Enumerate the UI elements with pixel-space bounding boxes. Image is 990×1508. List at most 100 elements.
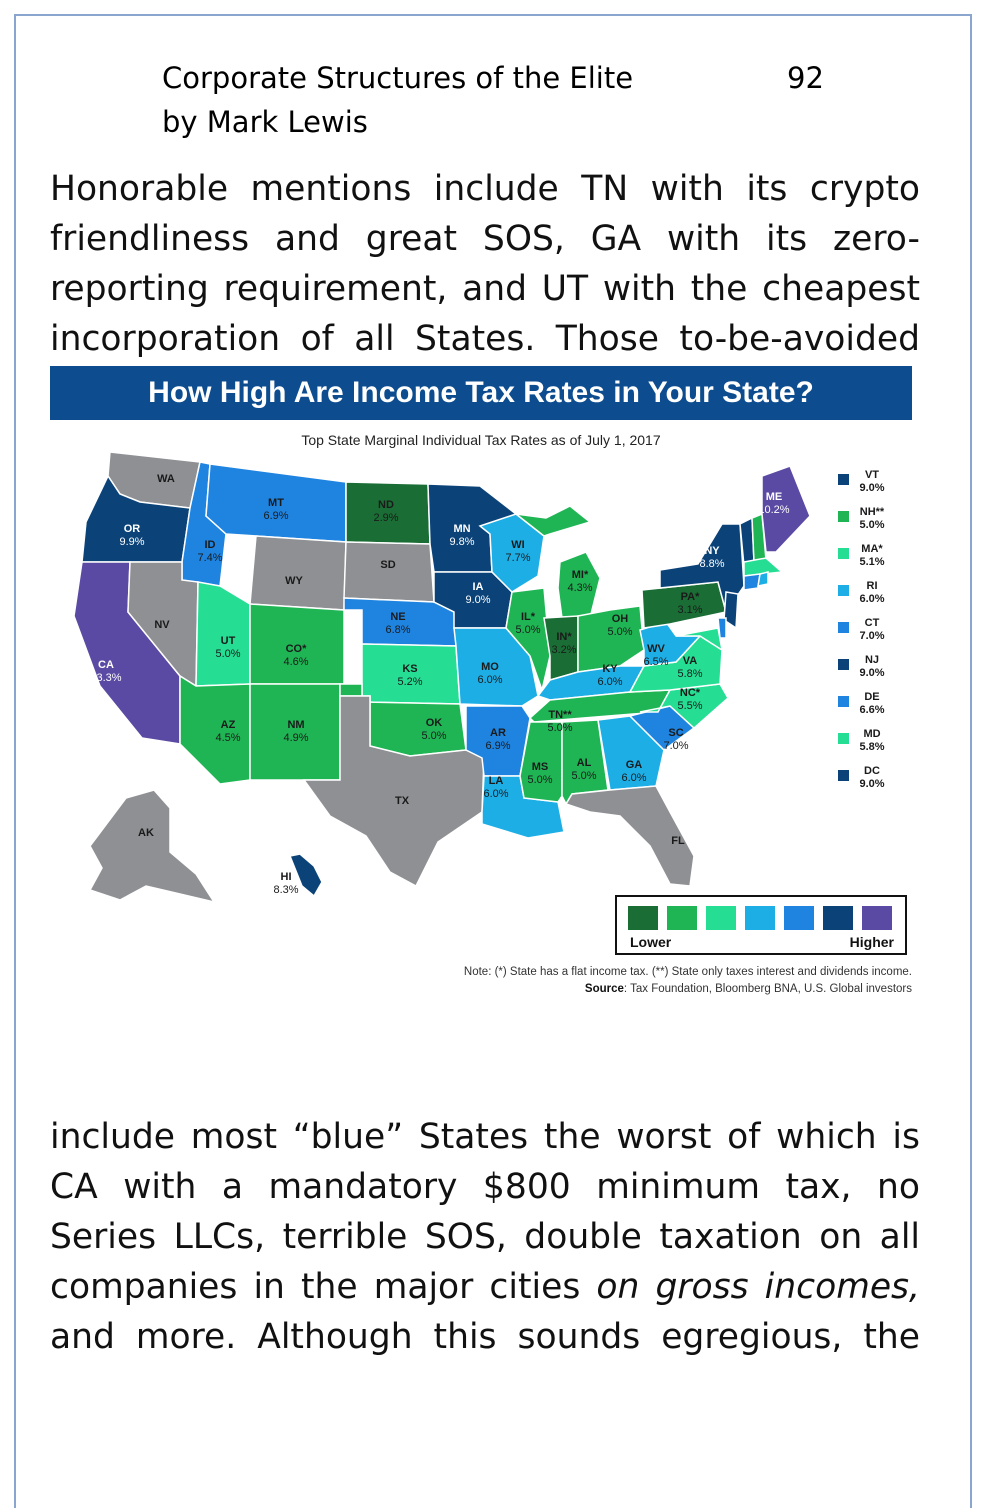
state-abbr-WY: WY (285, 575, 303, 587)
state-UT (195, 581, 251, 687)
legend-swatch (838, 696, 849, 707)
state-abbr-MT: MT (268, 497, 284, 509)
state-rate-KS: 5.2% (397, 676, 422, 688)
state-TX (302, 695, 485, 888)
scale-swatch (745, 906, 775, 930)
state-rate-WI: 7.7% (505, 552, 530, 564)
legend-swatch (838, 733, 849, 744)
state-rate-MI: 4.3% (567, 582, 592, 594)
state-abbr-NC: NC* (680, 687, 701, 699)
tax-rate-map-figure: How High Are Income Tax Rates in Your St… (50, 366, 912, 1006)
state-rate-GA: 6.0% (621, 772, 646, 784)
state-abbr-NV: NV (154, 619, 170, 631)
scale-swatch (706, 906, 736, 930)
state-rate-WV: 6.5% (643, 656, 668, 668)
text-line: Series LLCs, terrible SOS, double taxati… (50, 1217, 920, 1257)
state-abbr-VA: VA (683, 655, 698, 667)
state-ME (761, 465, 811, 553)
state-AK (88, 789, 216, 904)
state-abbr-CO: CO* (286, 643, 308, 655)
state-abbr-KY: KY (602, 663, 618, 675)
state-rate-NY: 8.8% (699, 558, 724, 570)
text-line: incorporation of all States. Those to-be… (50, 319, 920, 359)
legend-state-rate: 5.0% (859, 519, 884, 531)
legend-swatch (838, 770, 849, 781)
text-line: companies in the major cities on gross i… (50, 1262, 920, 1312)
legend-state-rate: 7.0% (859, 630, 884, 642)
state-WY (249, 535, 347, 611)
legend-state-rate: 9.0% (859, 482, 884, 494)
text-line: friendliness and great SOS, GA with its … (50, 219, 920, 259)
state-rate-ID: 7.4% (197, 552, 222, 564)
state-abbr-NY: NY (704, 545, 720, 557)
state-rate-ME: 10.2% (758, 504, 789, 516)
state-HI (288, 853, 323, 898)
state-MIU (513, 505, 592, 537)
state-rate-MT: 6.9% (263, 510, 288, 522)
scale-swatch (628, 906, 658, 930)
figure-subtitle: Top State Marginal Individual Tax Rates … (301, 432, 661, 448)
legend-swatch (838, 659, 849, 670)
state-SD (343, 541, 435, 603)
state-abbr-MN: MN (453, 523, 470, 535)
legend-state-rate: 5.1% (859, 556, 884, 568)
state-CT (743, 573, 761, 591)
state-rate-NC: 5.5% (677, 700, 702, 712)
state-rate-VA: 5.8% (677, 668, 702, 680)
state-rate-IL: 5.0% (515, 624, 540, 636)
state-abbr-SC: SC (668, 727, 683, 739)
state-RI (757, 571, 769, 587)
state-rate-CA: 13.3% (90, 672, 121, 684)
scale-label-higher: Higher (850, 934, 895, 950)
state-rate-OR: 9.9% (119, 536, 144, 548)
state-rate-ND: 2.9% (373, 512, 398, 524)
state-abbr-NE: NE (390, 611, 405, 623)
state-MA (743, 557, 784, 577)
state-abbr-CA: CA (98, 659, 114, 671)
legend-state-abbr: NJ (865, 654, 879, 666)
state-NC (639, 683, 729, 730)
state-abbr-OR: OR (124, 523, 141, 535)
state-rate-TN: 5.0% (547, 722, 572, 734)
state-DE (717, 617, 727, 639)
scale-swatch (823, 906, 853, 930)
paragraph-top: Honorable mentions include TN with its c… (50, 164, 920, 364)
legend-state-rate: 9.0% (859, 778, 884, 790)
text-line: CA with a mandatory $800 minimum tax, no (50, 1167, 920, 1207)
text-line: Honorable mentions include TN with its c… (50, 169, 920, 209)
page-number: 92 (787, 61, 824, 95)
legend-state-rate: 5.8% (859, 741, 884, 753)
legend-swatch (838, 622, 849, 633)
source-text: : Tax Foundation, Bloomberg BNA, U.S. Gl… (623, 983, 912, 995)
state-rate-OH: 5.0% (607, 626, 632, 638)
state-abbr-WA: WA (157, 473, 175, 485)
legend-state-abbr: DE (864, 691, 879, 703)
state-rate-CO: 4.6% (283, 656, 308, 668)
state-rate-NM: 4.9% (283, 732, 308, 744)
state-FL (564, 785, 695, 887)
legend-swatch (838, 585, 849, 596)
state-rate-IA: 9.0% (465, 594, 490, 606)
state-abbr-UT: UT (221, 635, 236, 647)
state-abbr-OK: OK (426, 717, 443, 729)
legend-state-rate: 6.0% (859, 593, 884, 605)
state-abbr-MO: MO (481, 661, 499, 673)
state-abbr-ND: ND (378, 499, 394, 511)
source-line: Source: Tax Foundation, Bloomberg BNA, U… (50, 981, 912, 998)
state-MD (675, 627, 724, 652)
state-abbr-AZ: AZ (221, 719, 236, 731)
text-line: and more. Although this sounds egregious… (50, 1317, 920, 1357)
state-abbr-IA: IA (473, 581, 484, 593)
legend-swatch (838, 511, 849, 522)
state-rate-AZ: 4.5% (215, 732, 240, 744)
state-abbr-AK: AK (138, 827, 154, 839)
figure-note: Note: (*) State has a flat income tax. (… (50, 964, 912, 998)
state-abbr-WI: WI (511, 539, 524, 551)
state-abbr-MI: MI* (572, 569, 589, 581)
state-abbr-IL: IL* (521, 611, 536, 623)
legend-state-abbr: DC (864, 765, 880, 777)
state-rate-MS: 5.0% (527, 774, 552, 786)
state-rate-PA: 3.1% (677, 604, 702, 616)
legend-state-abbr: MA* (861, 543, 883, 555)
text-line: include most “blue” States the worst of … (50, 1117, 920, 1157)
